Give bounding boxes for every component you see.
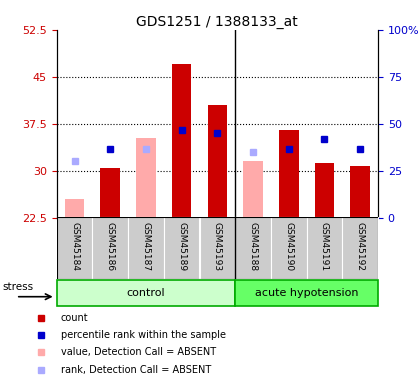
Bar (235, 217, 271, 279)
Bar (128, 217, 164, 279)
Bar (307, 217, 342, 279)
Bar (271, 217, 307, 279)
Text: GSM45192: GSM45192 (356, 222, 365, 272)
Bar (164, 217, 200, 279)
Bar (207, 105, 227, 218)
Bar (100, 168, 120, 217)
Text: control: control (127, 288, 165, 298)
Bar (65, 199, 84, 217)
Bar (57, 217, 92, 279)
Text: GSM45193: GSM45193 (213, 222, 222, 272)
Bar (92, 217, 128, 279)
Bar (342, 217, 378, 279)
Text: GSM45188: GSM45188 (249, 222, 257, 272)
Text: GSM45190: GSM45190 (284, 222, 293, 272)
Text: stress: stress (3, 282, 34, 292)
Text: GSM45189: GSM45189 (177, 222, 186, 272)
Bar (57, 280, 235, 306)
Bar (279, 130, 299, 218)
Bar (315, 163, 334, 218)
Bar (200, 217, 235, 279)
Bar (172, 64, 192, 218)
Text: GSM45191: GSM45191 (320, 222, 329, 272)
Text: count: count (60, 313, 88, 323)
Text: GSM45186: GSM45186 (106, 222, 115, 272)
Bar (136, 138, 156, 218)
Text: GSM45187: GSM45187 (142, 222, 150, 272)
Text: value, Detection Call = ABSENT: value, Detection Call = ABSENT (60, 348, 216, 357)
Text: GSM45184: GSM45184 (70, 222, 79, 272)
Bar (350, 166, 370, 218)
Text: acute hypotension: acute hypotension (255, 288, 358, 298)
Title: GDS1251 / 1388133_at: GDS1251 / 1388133_at (136, 15, 298, 29)
Bar (243, 161, 263, 218)
Text: rank, Detection Call = ABSENT: rank, Detection Call = ABSENT (60, 365, 211, 375)
Text: percentile rank within the sample: percentile rank within the sample (60, 330, 226, 340)
Bar (235, 280, 378, 306)
